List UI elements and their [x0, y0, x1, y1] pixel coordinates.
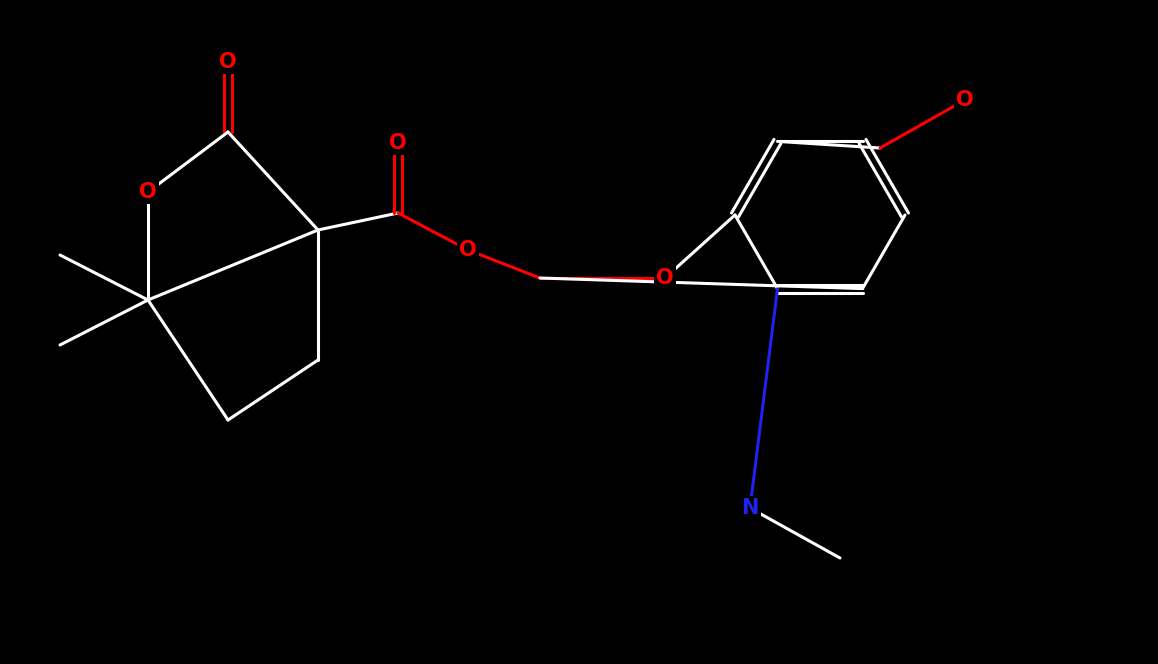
Text: N: N: [741, 498, 758, 518]
Text: O: O: [389, 133, 406, 153]
Text: O: O: [219, 52, 237, 72]
Text: O: O: [139, 182, 156, 202]
Text: O: O: [657, 268, 674, 288]
Text: O: O: [957, 90, 974, 110]
Text: O: O: [460, 240, 477, 260]
